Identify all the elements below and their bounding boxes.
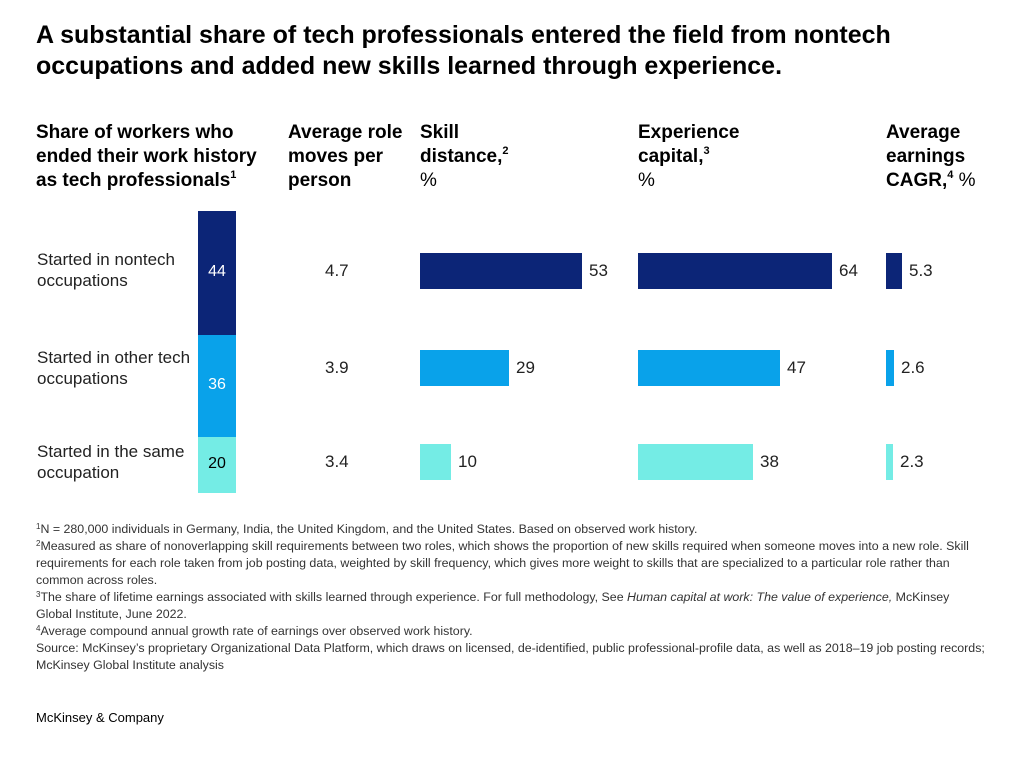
earnings-value-nontech: 5.3	[909, 261, 933, 280]
earnings-value-same: 2.3	[900, 452, 924, 471]
experience-bar-other-tech	[638, 350, 780, 386]
header-experience: Experience capital,3%	[638, 121, 768, 193]
footnote-2: 2Measured as share of nonoverlapping ski…	[36, 538, 986, 589]
earnings-bar-same	[886, 444, 893, 480]
header-earnings: Average earnings CAGR,4 %	[886, 121, 998, 193]
footnote-1: 1N = 280,000 individuals in Germany, Ind…	[36, 521, 986, 538]
chart-title: A substantial share of tech professional…	[36, 21, 891, 80]
brand-logo-text: McKinsey & Company	[36, 710, 164, 725]
footnotes: 1N = 280,000 individuals in Germany, Ind…	[36, 521, 986, 674]
skill-bar-other-tech	[420, 350, 509, 386]
moves-value-other-tech: 3.9	[325, 358, 349, 377]
header-skill-unit: %	[420, 170, 437, 191]
share-segment-same	[198, 437, 236, 493]
moves-value-nontech: 4.7	[325, 261, 349, 280]
source-note: Source: McKinsey’s proprietary Organizat…	[36, 641, 985, 672]
share-segment-other-tech	[198, 335, 236, 437]
header-earnings-label: Average earnings CAGR,	[886, 122, 966, 191]
earnings-value-other-tech: 2.6	[901, 358, 925, 377]
skill-value-nontech: 53	[589, 261, 608, 280]
share-segment-nontech	[198, 211, 236, 335]
header-experience-unit: %	[638, 170, 655, 191]
experience-value-other-tech: 47	[787, 358, 806, 377]
footnote-4-text: Average compound annual growth rate of e…	[40, 624, 473, 638]
header-skill: Skill distance,2%	[420, 121, 530, 193]
header-moves: Average role moves per person	[288, 122, 403, 191]
header-experience-label: Experience capital,	[638, 122, 740, 167]
footnote-3-publication: Human capital at work: The value of expe…	[627, 590, 893, 604]
skill-value-same: 10	[458, 452, 477, 471]
experience-value-nontech: 64	[839, 261, 858, 280]
share-value-other-tech: 36	[208, 376, 226, 393]
share-value-nontech: 44	[208, 263, 226, 280]
header-skill-label: Skill distance,	[420, 122, 503, 167]
experience-value-same: 38	[760, 452, 779, 471]
earnings-bar-nontech	[886, 253, 902, 289]
footnote-2-sup: 2	[36, 539, 41, 548]
header-share: Share of workers who ended their work hi…	[36, 121, 271, 193]
experience-bar-same	[638, 444, 753, 480]
experience-bar-nontech	[638, 253, 832, 289]
footnote-3: 3The share of lifetime earnings associat…	[36, 589, 986, 623]
header-earnings-sup: 4	[947, 169, 954, 181]
footnote-4: 4Average compound annual growth rate of …	[36, 623, 986, 640]
header-experience-sup: 3	[703, 145, 710, 157]
footnote-3-text-after: McKinsey Global Institute, June 2022.	[36, 590, 950, 621]
moves-value-same: 3.4	[325, 452, 349, 471]
header-share-sup: 1	[230, 169, 237, 181]
header-skill-sup: 2	[502, 145, 509, 157]
skill-bar-nontech	[420, 253, 582, 289]
footnote-1-sup: 1	[36, 522, 41, 531]
footnote-4-sup: 4	[36, 624, 41, 633]
header-share-label: Share of workers who ended their work hi…	[36, 122, 257, 191]
footnote-3-text: The share of lifetime earnings associate…	[40, 590, 628, 604]
row-label-other-tech: Started in other tech occupations	[37, 348, 191, 388]
skill-bar-same	[420, 444, 451, 480]
share-value-same: 20	[208, 455, 226, 472]
footnote-3-sup: 3	[36, 590, 41, 599]
earnings-bar-other-tech	[886, 350, 894, 386]
skill-value-other-tech: 29	[516, 358, 535, 377]
footnote-1-text: N = 280,000 individuals in Germany, Indi…	[40, 522, 698, 536]
header-earnings-unit: %	[953, 170, 976, 191]
footnote-2-text: Measured as share of nonoverlapping skil…	[36, 539, 969, 587]
row-label-nontech: Started in nontech occupations	[37, 250, 175, 290]
row-label-same: Started in the same occupation	[37, 442, 185, 482]
